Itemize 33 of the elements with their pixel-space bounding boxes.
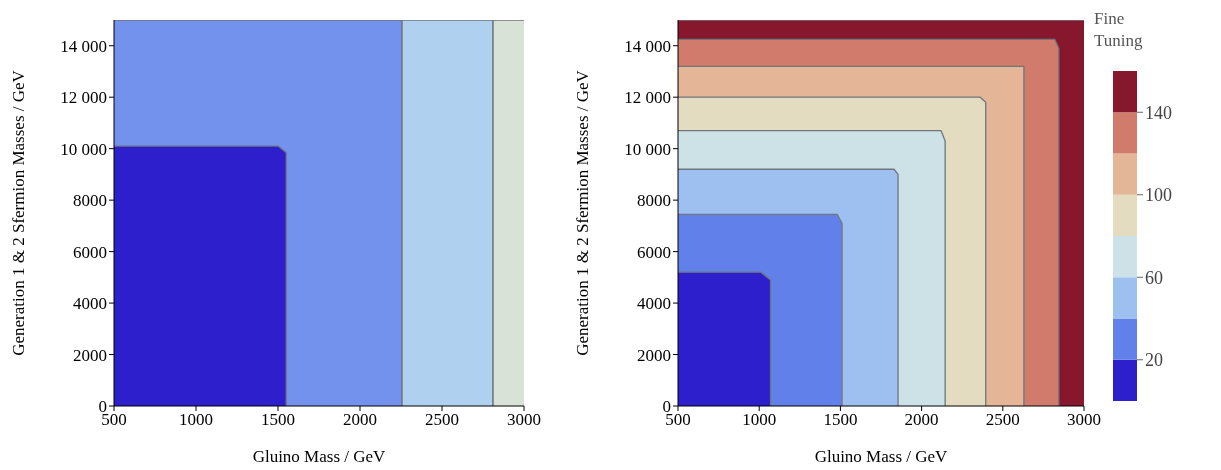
x-tick-label: 1000 — [179, 410, 213, 430]
y-tick-label: 10 000 — [624, 139, 671, 159]
color-bar-title: Fine Tuning — [1094, 8, 1144, 52]
y-tick-label: 4000 — [73, 294, 107, 314]
x-tick-label: 2500 — [985, 410, 1020, 430]
y-tick-label: 12 000 — [60, 88, 107, 108]
x-axis-title: Gluino Mass / GeV — [814, 447, 949, 466]
color-bar-label: 60 — [1145, 267, 1163, 288]
y-tick-label: 8000 — [637, 191, 671, 211]
color-bar-label: 100 — [1145, 185, 1172, 206]
y-tick-label: 6000 — [637, 242, 671, 262]
y-tick-label: 2000 — [637, 345, 671, 365]
y-tick-label: 14 000 — [60, 36, 107, 56]
x-tick-label: 2500 — [425, 410, 459, 430]
y-tick-label: 14 000 — [624, 36, 671, 56]
y-tick-label: 4000 — [637, 294, 671, 314]
y-tick-label: 6000 — [73, 242, 107, 262]
x-tick-label: 1500 — [823, 410, 858, 430]
y-tick-label: 10 000 — [60, 139, 107, 159]
x-tick-label: 1500 — [261, 410, 295, 430]
x-tick-label: 3000 — [1067, 410, 1101, 430]
x-tick-label: 1000 — [742, 410, 777, 430]
x-tick-label: 2000 — [343, 410, 377, 430]
color-bar-label: 140 — [1145, 102, 1172, 123]
x-axis-title: Gluino Mass / GeV — [252, 447, 387, 466]
y-axis-title: Generation 1 & 2 Sfermion Masses / GeV — [573, 69, 593, 356]
color-bar-label: 20 — [1145, 350, 1163, 371]
y-axis-title: Generation 1 & 2 Sfermion Masses / GeV — [9, 69, 29, 356]
y-tick-label: 12 000 — [624, 88, 671, 108]
y-tick-label: 8000 — [73, 191, 107, 211]
y-tick-label: 2000 — [73, 345, 107, 365]
x-tick-label: 2000 — [904, 410, 939, 430]
x-tick-label: 3000 — [507, 410, 541, 430]
